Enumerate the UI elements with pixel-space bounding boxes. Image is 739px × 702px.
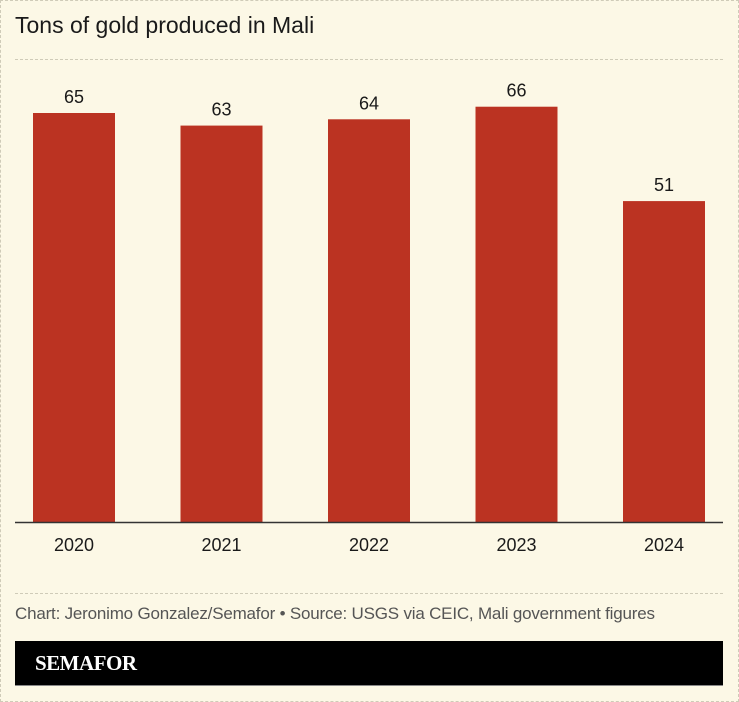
- data-label: 66: [506, 81, 526, 101]
- brand-bar: SEMAFOR: [15, 641, 723, 686]
- semafor-logo: SEMAFOR: [35, 651, 137, 675]
- chart-title: Tons of gold produced in Mali: [15, 12, 315, 38]
- bar-chart: 65 2020 63 2021 64 2022 66 2023 51 2024: [15, 81, 723, 555]
- x-tick-label: 2024: [644, 535, 684, 555]
- x-tick-label: 2020: [54, 535, 94, 555]
- x-tick-label: 2022: [349, 535, 389, 555]
- bar-2020: [33, 113, 115, 522]
- divider: [15, 59, 723, 60]
- divider: [15, 593, 723, 594]
- x-tick-label: 2021: [201, 535, 241, 555]
- data-label: 51: [654, 175, 674, 195]
- data-label: 65: [64, 87, 84, 107]
- bar-2021: [180, 125, 263, 522]
- x-tick-label: 2023: [496, 535, 536, 555]
- data-label: 63: [211, 100, 231, 120]
- bar-2022: [328, 119, 410, 523]
- bar-2023: [475, 106, 558, 522]
- data-label: 64: [359, 93, 379, 113]
- bar-2024: [623, 201, 705, 523]
- source-note: Chart: Jeronimo Gonzalez/Semafor • Sourc…: [15, 604, 655, 623]
